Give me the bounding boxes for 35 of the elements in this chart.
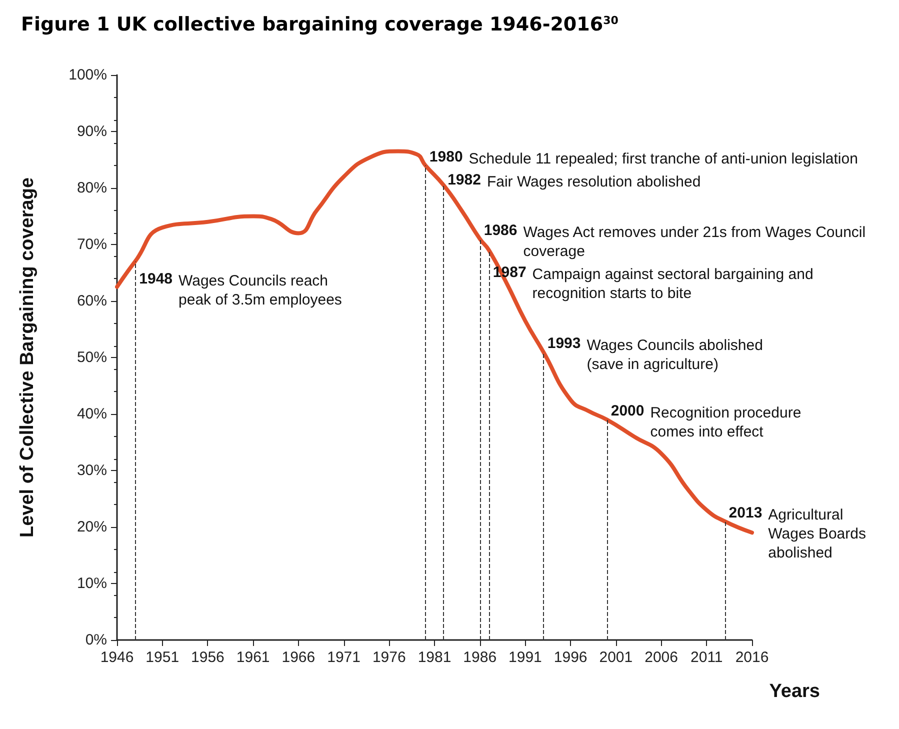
y-tick-label: 100% bbox=[68, 66, 107, 84]
ref-line-label: 2013 Agricultural Wages Boards abolished bbox=[728, 504, 866, 562]
x-tick-label: 1946 bbox=[100, 649, 134, 666]
x-tick-label: 1996 bbox=[554, 649, 588, 666]
x-tick-label: 1966 bbox=[282, 649, 316, 666]
x-tick-label: 1991 bbox=[508, 649, 542, 666]
ref-line-label: 1980 Schedule 11 repealed; first tranche of anti-union legislation bbox=[429, 148, 858, 168]
ref-line-label: 1986 Wages Act removes under 21s from Wages Council coverage bbox=[484, 222, 866, 260]
x-tick-label: 1951 bbox=[146, 649, 180, 666]
x-tick-label: 2001 bbox=[599, 649, 633, 666]
ref-line-label: 2000 Recognition procedure comes into effect bbox=[610, 402, 802, 441]
ref-line-label: 1982 Fair Wages resolution abolished bbox=[448, 171, 701, 190]
y-tick-label: 70% bbox=[76, 236, 107, 253]
x-tick-label: 1981 bbox=[418, 649, 452, 666]
y-tick-label: 50% bbox=[76, 349, 107, 366]
x-tick-label: 2011 bbox=[690, 649, 723, 666]
y-tick-label: 80% bbox=[76, 180, 107, 196]
x-tick-label: 2006 bbox=[644, 649, 678, 666]
x-tick-label: 1976 bbox=[372, 649, 406, 666]
y-tick-label: 20% bbox=[76, 518, 107, 536]
y-tick-label: 0% bbox=[85, 632, 107, 648]
x-tick-label: 1956 bbox=[191, 649, 224, 666]
y-tick-label: 60% bbox=[76, 292, 107, 310]
ref-line-label: 1948 Wages Councils reach peak of 3.5m employees bbox=[139, 270, 342, 308]
x-axis-title: Years bbox=[769, 681, 820, 702]
x-tick-label: 2016 bbox=[735, 649, 769, 666]
x-tick-label: 1971 bbox=[327, 649, 360, 666]
y-tick-label: 30% bbox=[76, 462, 107, 479]
ref-line-label: 1993 Wages Councils abolished (save in agriculture) bbox=[547, 334, 763, 373]
y-tick-label: 90% bbox=[76, 123, 107, 140]
y-tick-label: 40% bbox=[76, 406, 107, 422]
x-tick-label: 1986 bbox=[463, 649, 497, 666]
y-axis-title: Level of Collective Bargaining coverage bbox=[17, 177, 38, 538]
y-tick-label: 10% bbox=[76, 575, 107, 592]
x-tick-label: 1961 bbox=[236, 649, 270, 666]
